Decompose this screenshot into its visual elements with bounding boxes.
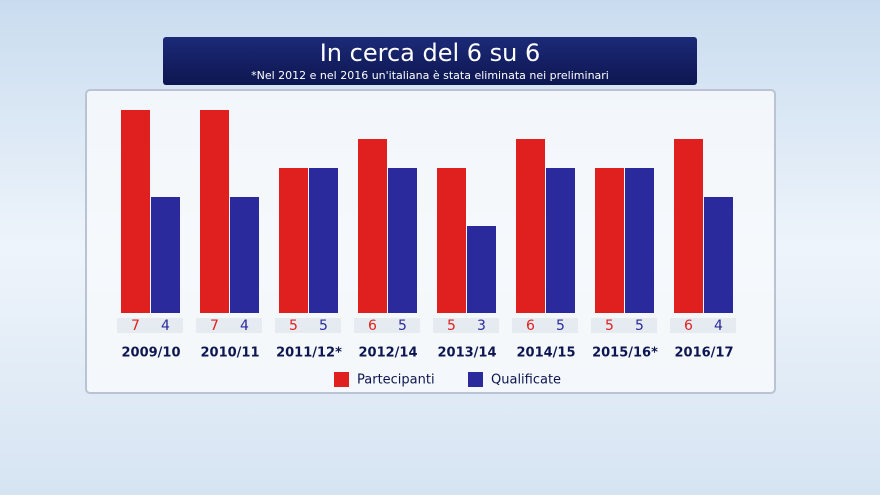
- value-label: 7: [131, 318, 140, 334]
- label-strip: [196, 318, 262, 333]
- bar: [279, 168, 308, 313]
- value-label: 6: [526, 318, 535, 334]
- value-label: 7: [210, 318, 219, 334]
- value-label: 5: [635, 318, 644, 334]
- value-label: 4: [714, 318, 723, 334]
- value-label: 5: [289, 318, 298, 334]
- x-tick-label: 2013/14: [437, 346, 496, 361]
- x-tick-label: 2015/16*: [592, 346, 658, 361]
- chart-subtitle: *Nel 2012 e nel 2016 un'italiana è stata…: [251, 69, 609, 82]
- label-strip: [512, 318, 578, 333]
- x-tick-label: 2016/17: [674, 346, 733, 361]
- bar: [516, 139, 545, 313]
- value-label: 3: [477, 318, 486, 334]
- bar: [546, 168, 575, 313]
- label-strip: [591, 318, 657, 333]
- chart-title: In cerca del 6 su 6: [320, 39, 541, 67]
- x-tick-label: 2009/10: [121, 346, 180, 361]
- bar: [358, 139, 387, 313]
- value-label: 5: [447, 318, 456, 334]
- panel: [85, 89, 776, 394]
- bar: [467, 226, 496, 313]
- bar: [200, 110, 229, 313]
- value-label: 5: [605, 318, 614, 334]
- bar: [151, 197, 180, 313]
- bar: [704, 197, 733, 313]
- x-tick-label: 2010/11: [200, 346, 259, 361]
- bar: [625, 168, 654, 313]
- bar: [121, 110, 150, 313]
- bar: [595, 168, 624, 313]
- legend-label: Qualificate: [491, 373, 561, 388]
- bar: [674, 139, 703, 313]
- bar: [437, 168, 466, 313]
- header-box: [163, 37, 697, 85]
- x-tick-label: 2011/12*: [276, 346, 342, 361]
- value-label: 5: [556, 318, 565, 334]
- x-tick-label: 2012/14: [358, 346, 417, 361]
- value-label: 4: [240, 318, 249, 334]
- value-label: 6: [684, 318, 693, 334]
- bar: [388, 168, 417, 313]
- bar: [309, 168, 338, 313]
- value-label: 5: [319, 318, 328, 334]
- value-label: 6: [368, 318, 377, 334]
- legend-swatch: [334, 372, 349, 387]
- x-tick-label: 2014/15: [516, 346, 575, 361]
- legend-swatch: [468, 372, 483, 387]
- value-label: 4: [161, 318, 170, 334]
- value-label: 5: [398, 318, 407, 334]
- label-strip: [275, 318, 341, 333]
- label-strip: [433, 318, 499, 333]
- label-strip: [354, 318, 420, 333]
- bar: [230, 197, 259, 313]
- label-strip: [670, 318, 736, 333]
- legend-label: Partecipanti: [357, 373, 435, 388]
- label-strip: [117, 318, 183, 333]
